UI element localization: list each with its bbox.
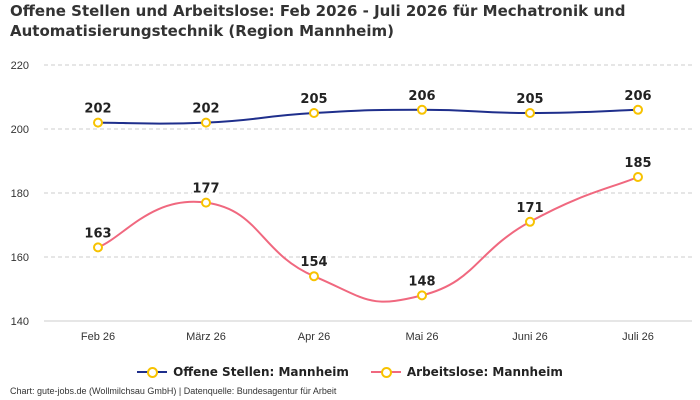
chart-credits: Chart: gute-jobs.de (Wollmilchsau GmbH) … <box>10 386 337 396</box>
data-point-arbeitslose[interactable] <box>525 216 535 227</box>
legend-item-offene-stellen[interactable]: Offene Stellen: Mannheim <box>137 365 349 379</box>
legend-label-offene-stellen: Offene Stellen: Mannheim <box>173 365 349 379</box>
data-point-offene-stellen[interactable] <box>93 117 103 128</box>
x-tick-label: März 26 <box>186 331 226 343</box>
x-tick-label: Mai 26 <box>405 331 438 343</box>
y-axis-ticks: 140 160 180 200 220 <box>11 60 29 328</box>
y-tick-label: 140 <box>11 316 29 328</box>
series-lines <box>93 104 643 303</box>
grid-lines <box>44 64 692 322</box>
data-labels: 202 202 205 206 205 206 163 177 154 148 171 185 <box>83 87 653 291</box>
data-label-offene-stellen: 206 <box>624 89 651 104</box>
x-tick-label: Apr 26 <box>298 331 330 343</box>
data-label-offene-stellen: 202 <box>192 102 219 117</box>
x-axis-ticks: Feb 26 März 26 Apr 26 Mai 26 Juni 26 Juli 26 <box>81 331 654 343</box>
data-point-arbeitslose[interactable] <box>309 271 319 282</box>
data-label-arbeitslose: 177 <box>192 182 219 197</box>
data-point-offene-stellen[interactable] <box>417 104 427 115</box>
series-line-arbeitslose <box>97 176 639 303</box>
y-tick-label: 160 <box>11 252 29 264</box>
data-label-offene-stellen: 206 <box>408 89 435 104</box>
legend: Offene Stellen: Mannheim Arbeitslose: Ma… <box>0 362 700 382</box>
data-point-arbeitslose[interactable] <box>633 172 643 182</box>
data-label-arbeitslose: 148 <box>408 274 435 289</box>
legend-marker-offene-stellen <box>137 366 168 378</box>
x-tick-label: Juli 26 <box>622 331 654 343</box>
x-tick-label: Juni 26 <box>512 331 547 343</box>
line-chart: 140 160 180 200 220 Feb 26 März 26 Apr 26 Mai 2… <box>11 60 692 343</box>
legend-label-arbeitslose: Arbeitslose: Mannheim <box>406 365 563 379</box>
data-label-arbeitslose: 163 <box>84 226 111 241</box>
data-label-arbeitslose: 171 <box>516 201 543 216</box>
data-label-arbeitslose: 185 <box>624 156 651 171</box>
data-point-arbeitslose[interactable] <box>93 242 103 253</box>
x-tick-label: Feb 26 <box>81 331 115 343</box>
data-label-offene-stellen: 205 <box>516 92 543 107</box>
data-label-offene-stellen: 205 <box>300 92 327 107</box>
chart-title: Offene Stellen und Arbeitslose: Feb 2026… <box>10 2 626 40</box>
data-point-offene-stellen[interactable] <box>525 108 535 118</box>
data-point-offene-stellen[interactable] <box>309 108 319 118</box>
y-tick-label: 200 <box>11 124 29 136</box>
y-tick-label: 220 <box>11 60 29 72</box>
series-line-offene-stellen <box>97 108 639 125</box>
data-label-arbeitslose: 154 <box>300 255 327 270</box>
legend-item-arbeitslose[interactable]: Arbeitslose: Mannheim <box>370 365 563 379</box>
data-point-arbeitslose[interactable] <box>417 290 427 301</box>
data-point-offene-stellen[interactable] <box>201 117 211 128</box>
legend-marker-arbeitslose <box>370 366 401 378</box>
data-point-arbeitslose[interactable] <box>201 197 211 208</box>
y-tick-label: 180 <box>11 188 29 200</box>
data-label-offene-stellen: 202 <box>84 102 111 117</box>
data-point-offene-stellen[interactable] <box>633 104 643 115</box>
